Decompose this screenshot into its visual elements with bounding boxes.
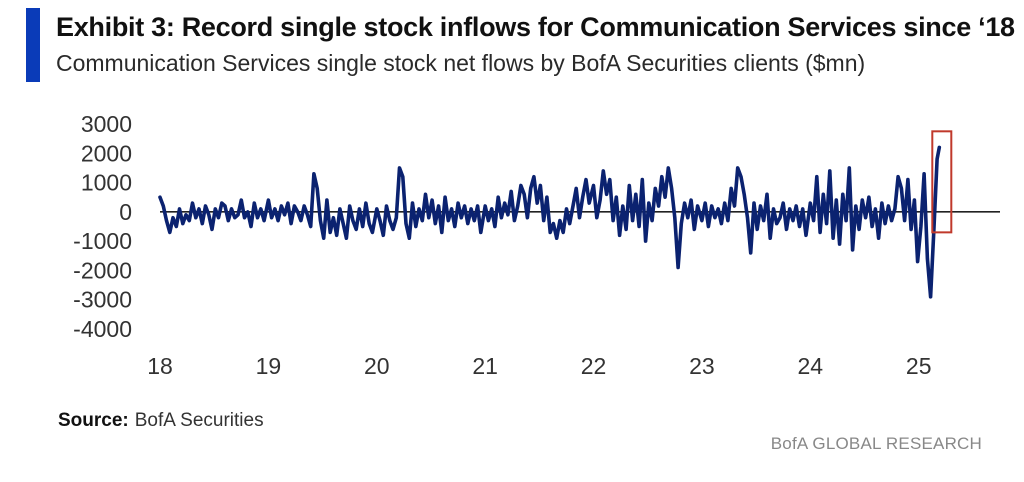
x-tick-label: 23 [689,353,715,379]
y-tick-label: 2000 [81,140,132,166]
flows-line-chart: 3000 2000 1000 0 -1000 -2000 -3000 -4000 18 19 20 2… [73,111,1000,379]
highlight-box [931,130,953,234]
x-tick-label: 20 [364,353,390,379]
y-tick-label: 1000 [81,170,132,196]
y-tick-label: 0 [119,199,132,225]
source-note: Source: BofA Securities [58,410,264,432]
x-tick-label: 21 [472,353,498,379]
y-tick-label: -2000 [73,257,132,283]
y-tick-label: -3000 [73,287,132,313]
y-tick-label: 3000 [81,111,132,137]
y-tick-label: -1000 [73,228,132,254]
x-tick-label: 24 [798,353,824,379]
chart-title: Exhibit 3: Record single stock inflows f… [56,12,1015,42]
x-tick-label: 25 [906,353,932,379]
brand-label: BofA GLOBAL RESEARCH [770,434,982,453]
x-tick-label: 19 [256,353,282,379]
series-line [158,145,942,299]
y-tick-label: -4000 [73,316,132,342]
accent-bar [26,8,40,82]
chart-subtitle: Communication Services single stock net … [56,50,866,76]
source-value: BofA Securities [134,410,264,431]
source-label: Source: [58,410,129,431]
x-tick-label: 18 [147,353,173,379]
x-tick-label: 22 [581,353,607,379]
